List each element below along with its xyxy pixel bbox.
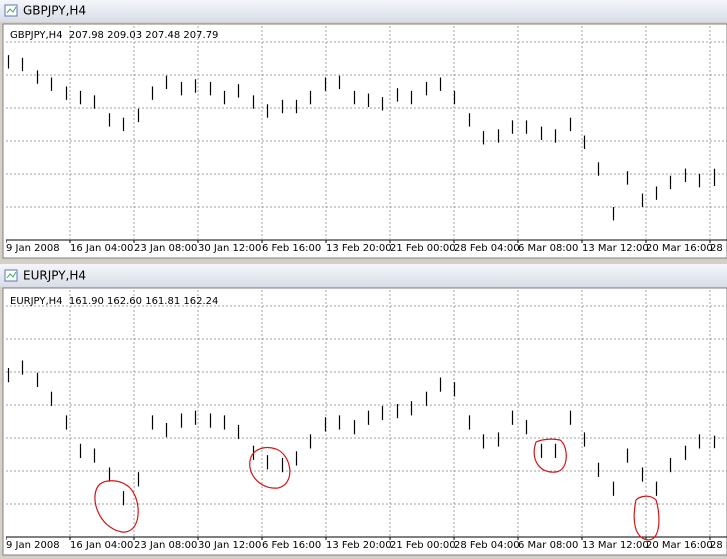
x-tick-label: 6 Mar 08:00 [518,540,578,551]
x-tick-label: 21 Feb 00:00 [390,540,456,551]
x-tick-label: 13 Feb 20:00 [326,540,392,551]
chart-info: EURJPY,H4 161.90 162.60 161.81 162.24 [10,296,218,307]
chart-1: 9 Jan 2008 16 Jan 04:00 23 Jan 08:00 30 Jan… [6,290,727,551]
x-tick-label: 6 Feb 16:00 [262,243,321,254]
x-tick-label: 30 Jan 12:00 [198,243,261,254]
x-tick-label: 6 Mar 08:00 [518,243,578,254]
title-bar[interactable] [0,264,727,287]
x-tick-label: 13 Feb 20:00 [326,243,392,254]
x-tick-label: 28 Feb 04:00 [454,540,520,551]
annotation-circle [533,438,567,473]
chart-panel [2,287,727,556]
x-tick-label: 30 Jan 12:00 [198,540,261,551]
x-tick-label: 28 M [710,243,727,254]
x-tick-label: 23 Jan 08:00 [134,243,197,254]
x-tick-label: 20 Mar 16:00 [646,243,713,254]
x-tick-label: 9 Jan 2008 [6,243,60,254]
chart-0: 9 Jan 2008 16 Jan 04:00 23 Jan 08:00 30 Jan… [6,26,727,254]
x-tick-label: 13 Mar 12:00 [582,243,649,254]
x-tick-label: 23 Jan 08:00 [134,540,197,551]
x-tick-label: 16 Jan 04:00 [70,243,133,254]
window-title: EURJPY,H4 [23,269,86,283]
x-tick-label: 21 Feb 00:00 [390,243,456,254]
chart-info: GBPJPY,H4 207.98 209.03 207.48 207.79 [10,30,218,41]
x-tick-label: 28 Feb 04:00 [454,243,520,254]
window-title: GBPJPY,H4 [23,4,86,18]
x-tick-label: 16 Jan 04:00 [70,540,133,551]
annotation-circle [633,495,660,541]
x-tick-label: 20 Mar 16:00 [646,540,713,551]
title-bar[interactable] [0,0,727,22]
window-icon-line [6,6,17,14]
window-icon-line [6,271,17,279]
x-tick-label: 9 Jan 2008 [6,540,60,551]
annotation-circle [94,480,139,533]
x-tick-label: 6 Feb 16:00 [262,540,321,551]
x-tick-label: 28 Mar 20:00 [710,540,727,551]
x-tick-label: 13 Mar 12:00 [582,540,649,551]
annotation-circle [249,446,291,489]
